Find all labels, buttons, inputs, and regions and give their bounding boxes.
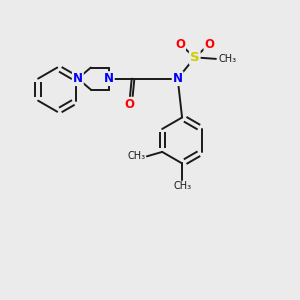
Text: CH₃: CH₃ (127, 151, 146, 161)
Text: CH₃: CH₃ (173, 181, 191, 191)
Text: O: O (175, 38, 185, 51)
Text: O: O (205, 38, 214, 51)
Text: N: N (173, 72, 183, 85)
Text: CH₃: CH₃ (218, 54, 236, 64)
Text: O: O (124, 98, 134, 111)
Text: N: N (73, 72, 83, 85)
Text: N: N (104, 72, 114, 85)
Text: S: S (190, 51, 200, 64)
